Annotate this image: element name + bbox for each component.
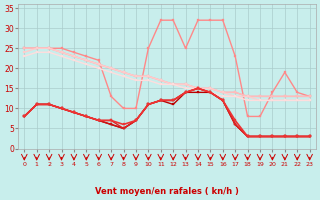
X-axis label: Vent moyen/en rafales ( kn/h ): Vent moyen/en rafales ( kn/h )	[95, 187, 239, 196]
